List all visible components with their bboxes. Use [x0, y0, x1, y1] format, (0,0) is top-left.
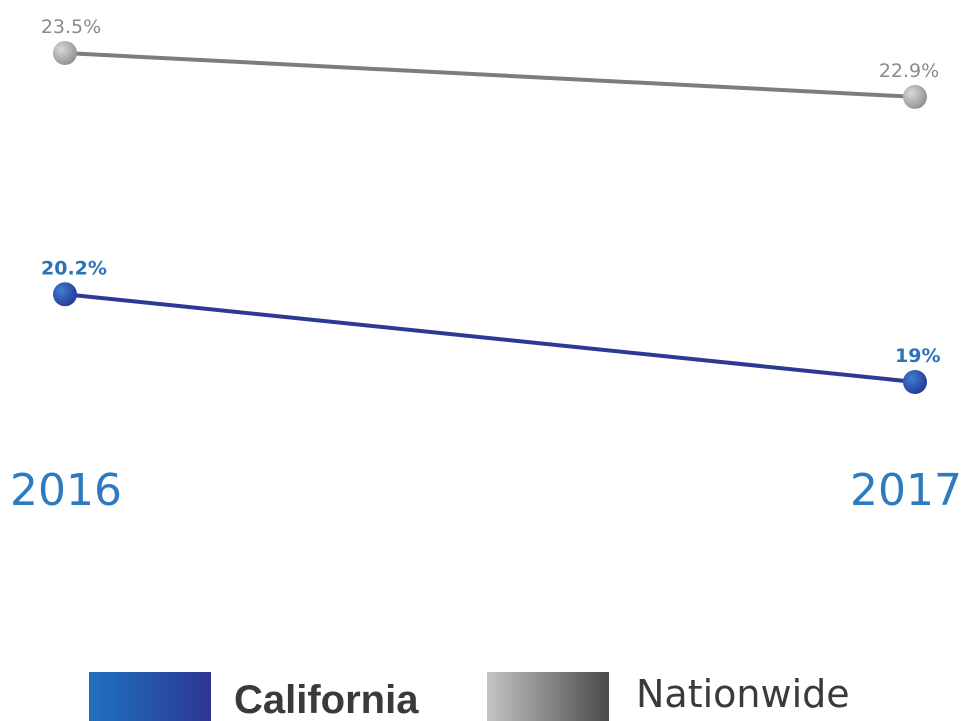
legend-label-california: California	[234, 678, 419, 721]
series-line-nationwide	[64, 51, 916, 99]
data-point-california-2017	[903, 370, 927, 394]
data-label-california-2017: 19%	[895, 345, 940, 367]
legend-swatch-nationwide	[487, 672, 609, 721]
data-label-nationwide-2016: 23.5%	[41, 16, 101, 38]
legend-label-nationwide: Nationwide	[636, 672, 850, 716]
data-label-california-2016: 20.2%	[41, 257, 107, 279]
series-layer: 23.5% 22.9% 20.2% 19%	[41, 16, 940, 394]
x-tick-label-2016: 2016	[10, 465, 122, 516]
data-point-california-2016	[53, 282, 77, 307]
data-point-nationwide-2017	[903, 84, 927, 109]
legend: California Nationwide	[89, 672, 850, 721]
legend-swatch-california	[89, 672, 211, 721]
series-line-california	[64, 292, 916, 384]
data-label-nationwide-2017: 22.9%	[879, 60, 939, 82]
x-tick-label-2017: 2017	[850, 465, 962, 516]
data-point-nationwide-2016	[53, 41, 77, 65]
